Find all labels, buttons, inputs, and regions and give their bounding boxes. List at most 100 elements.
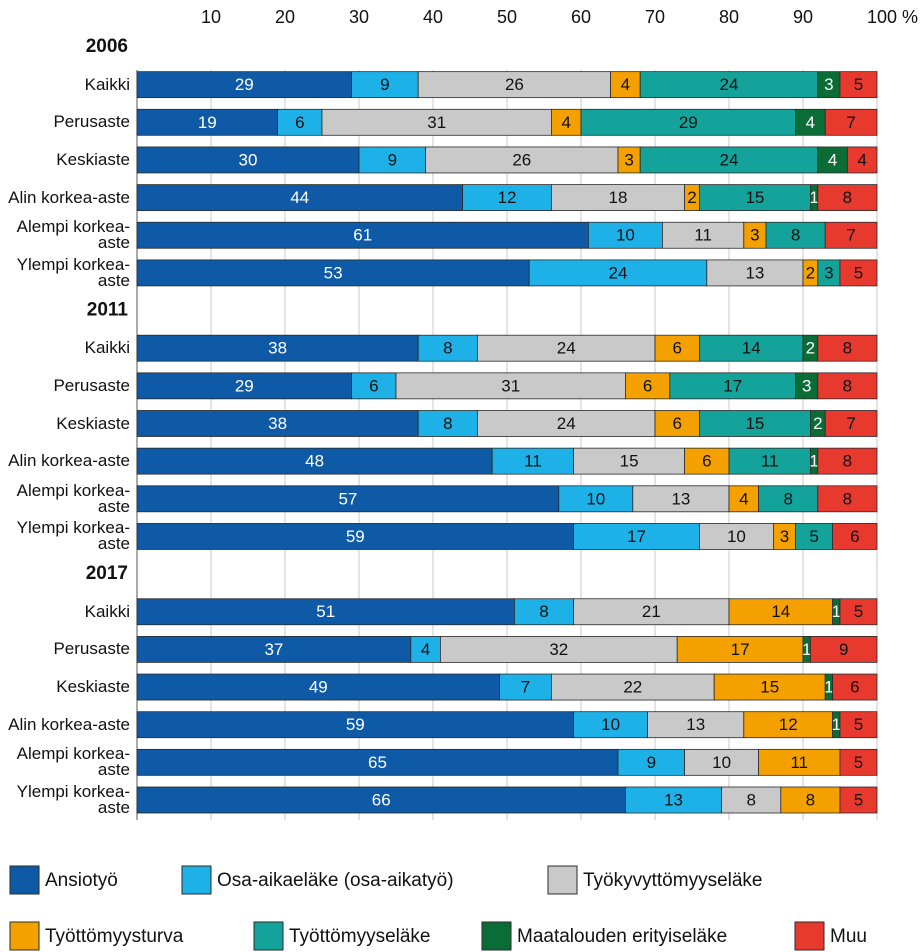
bar-segment (832, 673, 878, 701)
data-label: 53 (324, 263, 343, 282)
bar-segment (654, 334, 700, 362)
data-label: 12 (498, 188, 517, 207)
legend-label: Työttömyysturva (45, 926, 184, 947)
data-label: 8 (843, 188, 852, 207)
bar-segment (462, 184, 552, 212)
data-label: 9 (839, 640, 848, 659)
bar-segment (632, 485, 730, 513)
data-label: 6 (369, 376, 378, 395)
data-label: 3 (780, 527, 789, 546)
data-label: 11 (761, 452, 779, 471)
bar-segment (817, 485, 878, 513)
data-label: 8 (806, 790, 815, 809)
data-label: 48 (305, 452, 324, 471)
data-label: 6 (672, 414, 681, 433)
data-label: 29 (235, 376, 254, 395)
category-label: Alempi korkea-aste (16, 480, 130, 516)
bar-segment (136, 259, 530, 287)
data-label: 6 (643, 376, 652, 395)
legend-swatch (794, 921, 825, 951)
bar-segment (817, 184, 878, 212)
bar-segment (728, 447, 811, 475)
bar-segment (136, 221, 589, 249)
data-label: 12 (779, 715, 798, 734)
data-label: 8 (746, 790, 755, 809)
bar-segment (136, 108, 279, 136)
data-label: 59 (346, 527, 365, 546)
legend-label: Maatalouden erityiseläke (517, 926, 727, 947)
bar-segment (491, 447, 575, 475)
bar-segment (476, 334, 656, 362)
bar-segment (839, 748, 878, 776)
bar-segment (699, 334, 804, 362)
data-label: 66 (372, 790, 391, 809)
data-label: 13 (745, 263, 764, 282)
bar-segment (417, 410, 478, 437)
data-label: 11 (524, 452, 542, 471)
data-label: 7 (521, 678, 530, 697)
legend-label: Ansiotyö (45, 870, 118, 891)
data-label: 14 (742, 339, 761, 358)
category-label: Ylempi korkea-aste (16, 782, 130, 817)
category-label: Perusaste (53, 639, 130, 659)
bar-segment (425, 146, 619, 174)
bar-segment (676, 636, 804, 663)
data-label: 38 (268, 339, 287, 358)
data-label: 9 (380, 75, 389, 94)
data-label: 21 (642, 602, 661, 621)
bar-segment (839, 71, 878, 99)
data-label: 5 (854, 263, 863, 282)
bar-segment (136, 673, 501, 701)
data-label: 1 (809, 188, 818, 207)
data-label: 3 (824, 75, 833, 94)
bar-segment (706, 259, 804, 287)
data-label: 37 (264, 640, 283, 659)
data-label: 5 (854, 715, 863, 734)
category-label: Alin korkea-aste (8, 714, 130, 734)
data-label: 8 (791, 226, 800, 245)
bar-segment (395, 372, 626, 400)
data-label: 7 (846, 226, 855, 245)
data-label: 4 (421, 640, 430, 659)
bar-segment (654, 410, 700, 437)
data-label: 1 (802, 640, 811, 659)
bar-segment (410, 636, 441, 663)
bar-segment (743, 711, 833, 739)
bar-segment (662, 221, 745, 249)
data-label: 17 (627, 527, 646, 546)
x-tick-label: 70 (645, 7, 665, 27)
category-label: Alin korkea-aste (8, 451, 130, 471)
data-label: 65 (368, 753, 387, 772)
data-label: 44 (290, 188, 309, 207)
data-label: 30 (239, 150, 258, 169)
data-label: 19 (198, 113, 217, 132)
data-label: 13 (671, 489, 690, 508)
data-label: 26 (505, 75, 524, 94)
data-label: 10 (586, 489, 605, 508)
data-label: 1 (824, 678, 833, 697)
data-label: 4 (828, 150, 837, 169)
category-label: Kaikki (84, 74, 130, 94)
bar-segment (780, 786, 841, 814)
x-tick-label: 30 (349, 7, 369, 27)
bar-segment (625, 372, 671, 400)
bar-segment (551, 108, 582, 136)
data-label: 5 (854, 602, 863, 621)
bar-segment (758, 485, 819, 513)
bar-segment (669, 372, 796, 400)
bar-segment (136, 748, 619, 776)
bar-segment (610, 71, 641, 99)
data-label: 38 (268, 414, 287, 433)
data-label: 6 (850, 527, 859, 546)
data-label: 11 (790, 753, 808, 772)
bar-segment (824, 221, 878, 249)
data-label: 1 (832, 602, 841, 621)
bar-segment (625, 786, 723, 814)
data-label: 4 (561, 113, 570, 132)
x-tick-label: 60 (571, 7, 591, 27)
bar-segment (684, 748, 759, 776)
data-label: 10 (727, 527, 746, 546)
category-label: Alin korkea-aste (8, 187, 130, 207)
data-label: 8 (843, 452, 852, 471)
